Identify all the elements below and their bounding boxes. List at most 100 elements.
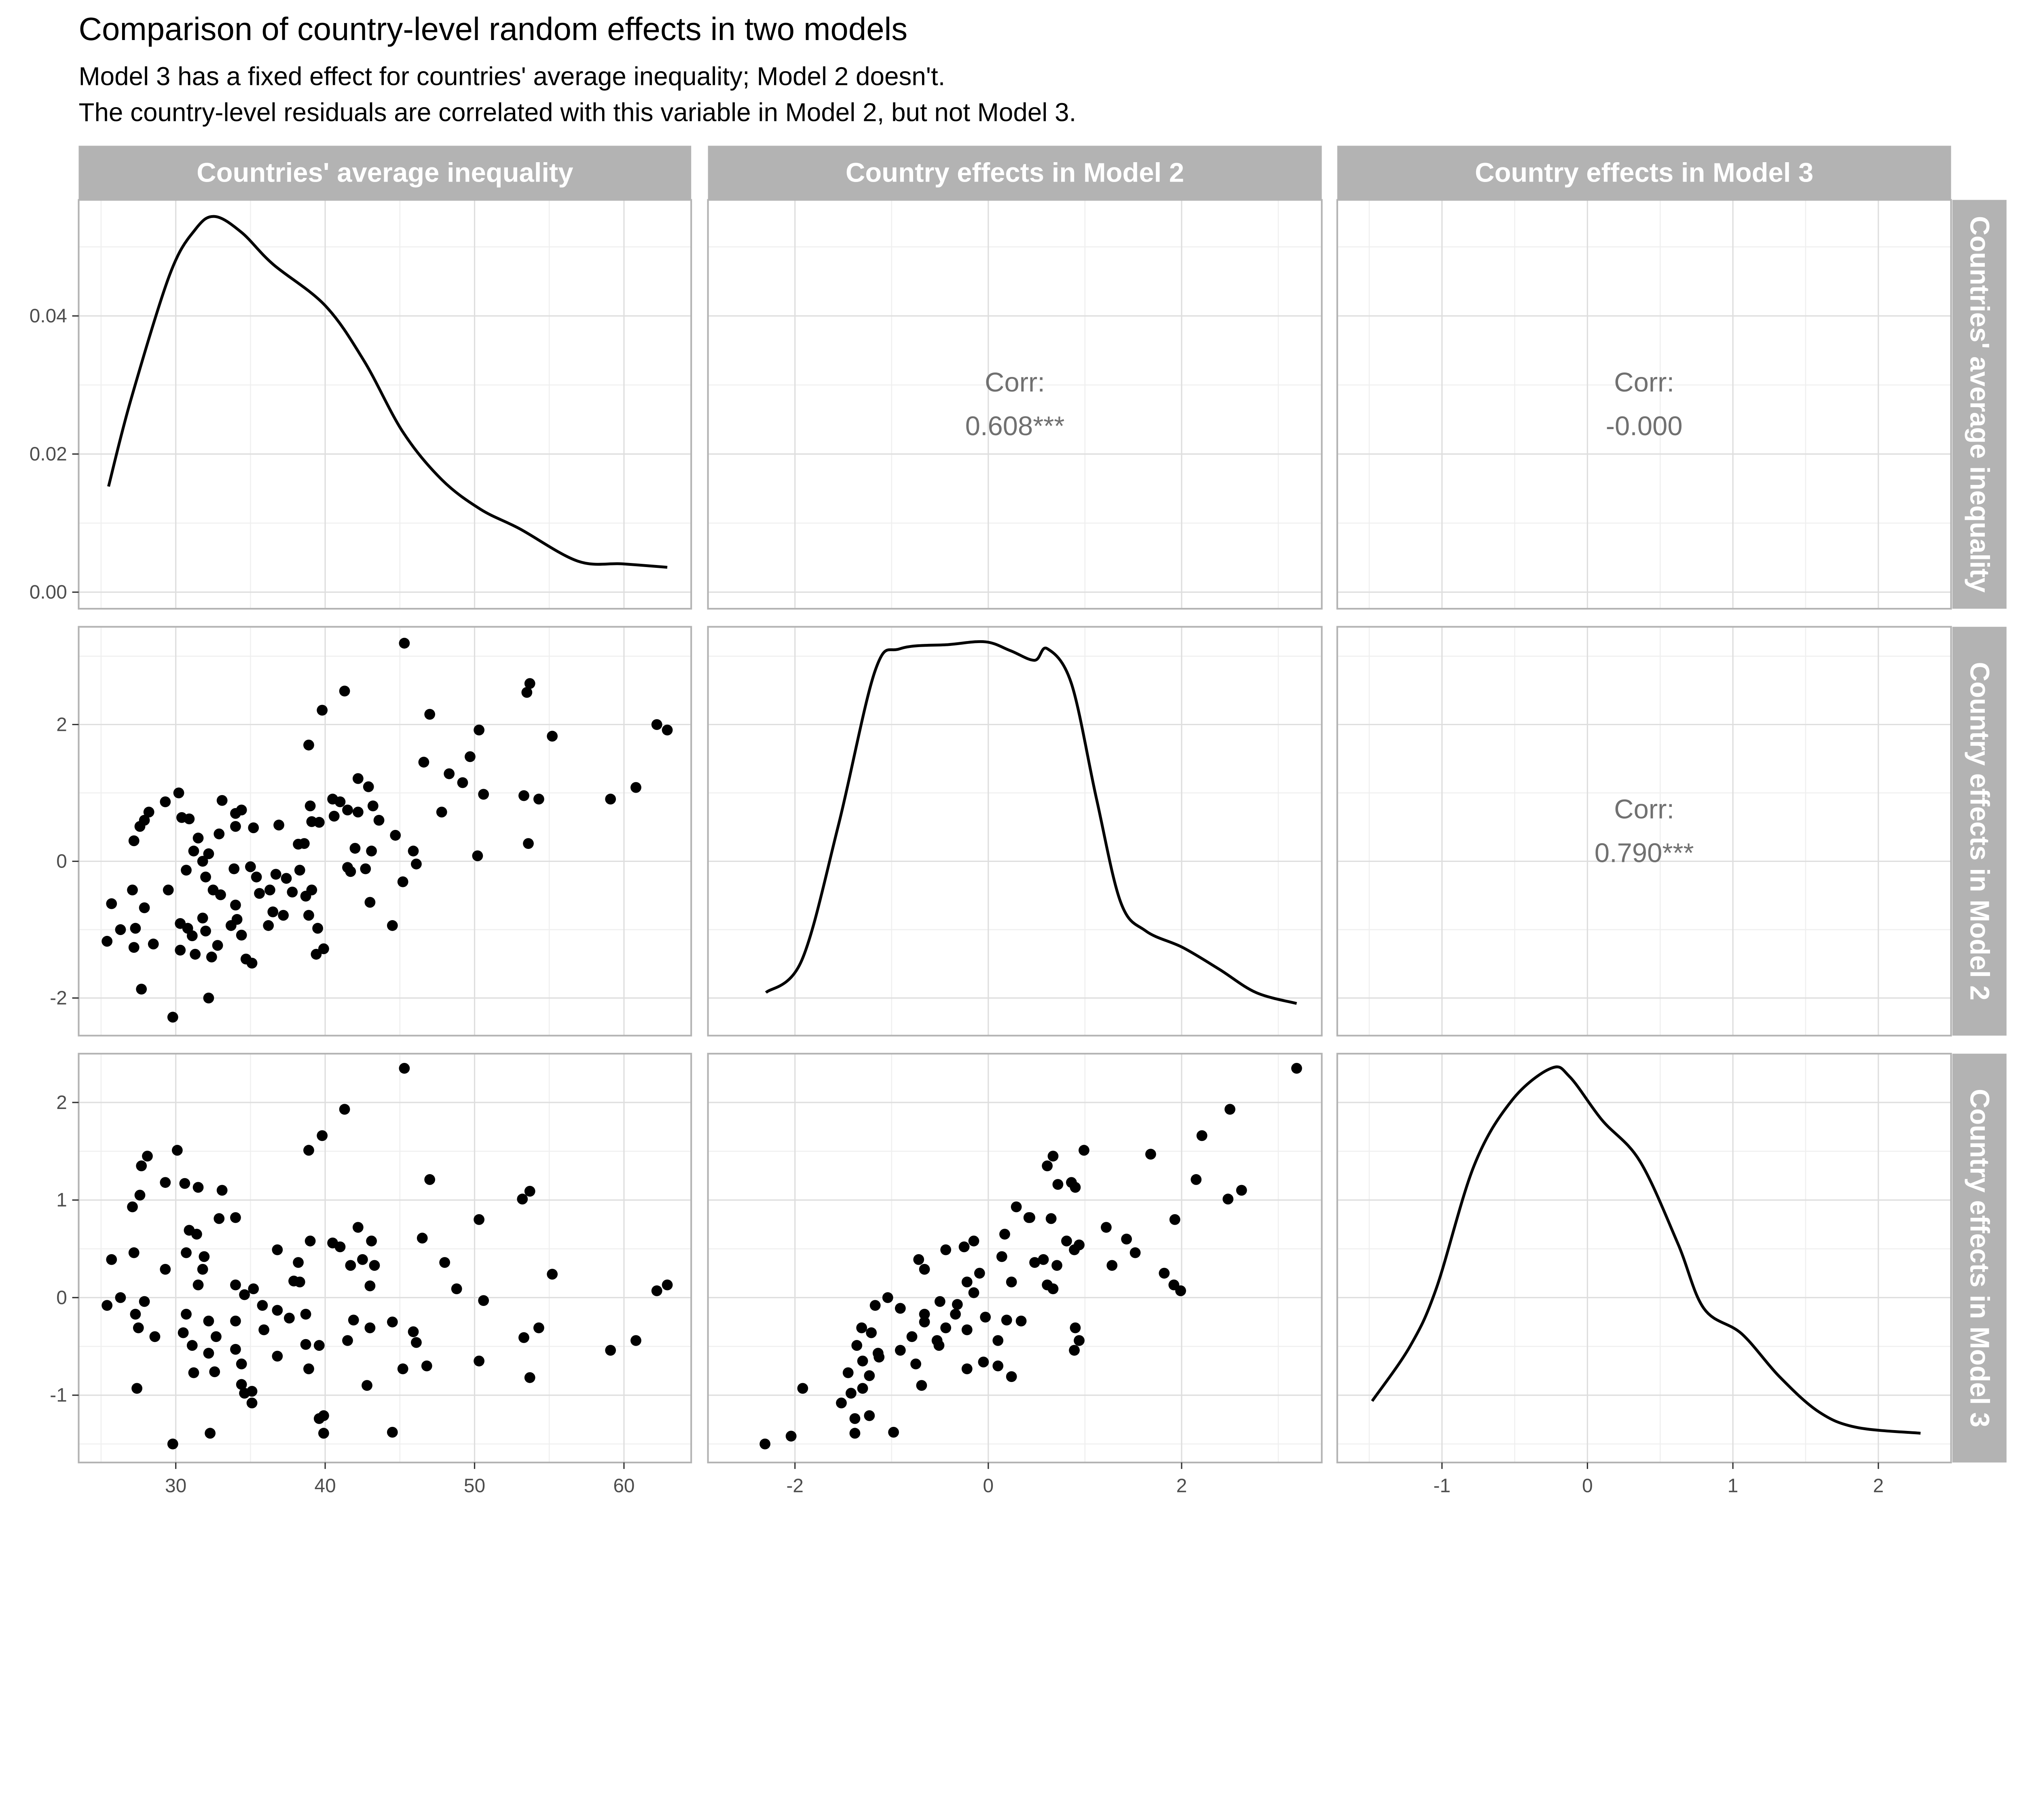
- scatter-point: [339, 1104, 350, 1115]
- x-tick-label: 2: [1176, 1475, 1187, 1496]
- scatter-point: [197, 912, 208, 924]
- scatter-point: [978, 1357, 989, 1367]
- scatter-point: [305, 800, 316, 812]
- panel-border: [1336, 199, 1952, 610]
- x-tick-label: 2: [1873, 1475, 1884, 1496]
- scatter-point: [148, 938, 159, 950]
- scatter-point: [869, 1300, 881, 1311]
- scatter-point: [397, 1363, 408, 1374]
- scatter-point: [952, 1299, 963, 1310]
- scatter-point: [334, 796, 346, 807]
- column-strip-label: Countries' average inequality: [197, 158, 573, 188]
- row-strip-label: Countries' average inequality: [1964, 216, 1995, 593]
- scatter-point: [272, 1350, 283, 1362]
- scatter-point: [387, 920, 398, 931]
- scatter-point: [523, 838, 534, 849]
- scatter-point: [357, 1254, 368, 1265]
- scatter-point: [961, 1363, 973, 1374]
- scatter-point: [1074, 1335, 1085, 1346]
- panel-border: [78, 1053, 692, 1464]
- scatter-point: [1175, 1285, 1186, 1296]
- scatter-point: [364, 897, 376, 908]
- scatter-point: [239, 1289, 250, 1300]
- scatter-point: [181, 1308, 192, 1320]
- scatter-point: [303, 1145, 314, 1156]
- scatter-point: [293, 1257, 304, 1268]
- scatter-point: [857, 1383, 868, 1394]
- scatter-point: [1006, 1276, 1017, 1288]
- scatter-point: [127, 885, 138, 895]
- scatter-point: [906, 1331, 918, 1342]
- scatter-point: [245, 861, 256, 872]
- scatter-point: [230, 1212, 241, 1223]
- scatter-point: [264, 885, 275, 895]
- scatter-point: [281, 873, 292, 884]
- panel-r2-c1: [78, 626, 692, 1037]
- scatter-point: [916, 1380, 927, 1391]
- scatter-point: [115, 924, 126, 935]
- correlation-value: 0.790***: [1595, 838, 1694, 868]
- y-tick-label: 0: [56, 851, 67, 872]
- x-tick-label: -2: [787, 1475, 804, 1496]
- scatter-point: [184, 813, 195, 825]
- scatter-point: [317, 705, 328, 716]
- row-strip: [1952, 1054, 2007, 1463]
- scatter-point: [940, 1244, 952, 1255]
- x-tick-label: 40: [314, 1475, 336, 1496]
- scatter-point: [842, 1367, 854, 1378]
- scatter-point: [160, 796, 171, 807]
- scatter-point: [142, 1151, 153, 1162]
- scatter-point: [206, 951, 217, 963]
- scatter-point: [298, 838, 310, 849]
- x-tick-label: 60: [613, 1475, 635, 1496]
- scatter-point: [961, 1276, 973, 1288]
- scatter-point: [272, 1305, 283, 1316]
- scatter-point: [478, 1295, 489, 1306]
- scatter-point: [605, 1345, 616, 1356]
- scatter-point: [287, 887, 298, 898]
- scatter-point: [797, 1383, 808, 1394]
- chart-title: Comparison of country-level random effec…: [79, 11, 908, 47]
- scatter-point: [1225, 1104, 1235, 1115]
- scatter-point: [294, 1276, 305, 1288]
- scatter-point: [424, 1174, 436, 1185]
- scatter-point: [518, 1332, 529, 1343]
- scatter-point: [1121, 1234, 1132, 1244]
- scatter-point: [188, 845, 199, 857]
- scatter-point: [866, 1327, 877, 1338]
- scatter-point: [203, 993, 214, 1004]
- scatter-point: [465, 751, 476, 762]
- panel-border: [78, 626, 692, 1037]
- scatter-point: [913, 1254, 924, 1265]
- scatter-point: [651, 719, 662, 730]
- scatter-point: [418, 757, 429, 768]
- scatter-point: [181, 865, 192, 876]
- x-tick-label: 1: [1728, 1475, 1739, 1496]
- scatter-point: [662, 724, 673, 736]
- scatter-point: [439, 1257, 451, 1268]
- scatter-point: [518, 790, 529, 801]
- scatter-point: [149, 1331, 161, 1342]
- scatter-point: [188, 1367, 199, 1378]
- panel-r1-c1: [78, 199, 692, 610]
- scatter-point: [856, 1322, 867, 1333]
- scatter-point: [387, 1426, 398, 1438]
- scatter-point: [360, 863, 371, 874]
- panel-border: [707, 626, 1323, 1037]
- scatter-point: [1223, 1194, 1234, 1205]
- scatter-point: [106, 898, 117, 909]
- correlation-label: Corr:: [985, 367, 1045, 398]
- scatter-point: [136, 984, 147, 995]
- scatter-point: [133, 1322, 144, 1333]
- scatter-point: [171, 1145, 183, 1156]
- scatter-point: [366, 1236, 377, 1246]
- scatter-point: [136, 1160, 147, 1172]
- scatter-point: [1069, 1345, 1080, 1356]
- scatter-point: [192, 1182, 204, 1193]
- scatter-point: [390, 830, 401, 841]
- scatter-point: [1015, 1315, 1027, 1327]
- scatter-point: [248, 822, 259, 834]
- scatter-point: [399, 1063, 410, 1074]
- scatter-point: [230, 899, 241, 911]
- correlation-label: Corr:: [1614, 794, 1674, 824]
